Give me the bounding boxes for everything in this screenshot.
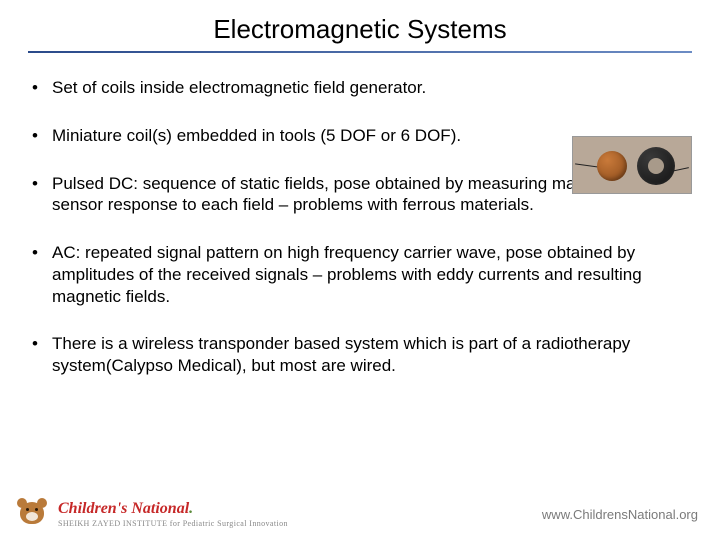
title-underline [28,51,692,53]
logo: Children's National. SHEIKH ZAYED INSTIT… [14,496,288,532]
coil-photo [572,136,692,194]
logo-subtitle: SHEIKH ZAYED INSTITUTE for Pediatric Sur… [58,520,288,528]
footer-url: www.ChildrensNational.org [542,507,698,522]
bullet-list: Set of coils inside electromagnetic fiel… [28,77,692,377]
wire-icon [575,163,599,167]
footer: Children's National. SHEIKH ZAYED INSTIT… [0,492,720,540]
bullet-item: There is a wireless transponder based sy… [28,333,692,377]
bullet-item: AC: repeated signal pattern on high freq… [28,242,692,307]
bullet-item: Set of coils inside electromagnetic fiel… [28,77,692,99]
logo-dot: . [189,500,193,517]
bear-icon [14,496,50,532]
coin-icon [597,151,627,181]
slide-title: Electromagnetic Systems [0,14,720,45]
content-area: Set of coils inside electromagnetic fiel… [0,59,720,377]
logo-main-text: Children's National. [58,501,288,517]
title-area: Electromagnetic Systems [0,0,720,59]
coil-ring-icon [637,147,675,185]
logo-name: Children's National [58,500,189,517]
logo-text: Children's National. SHEIKH ZAYED INSTIT… [58,501,288,528]
